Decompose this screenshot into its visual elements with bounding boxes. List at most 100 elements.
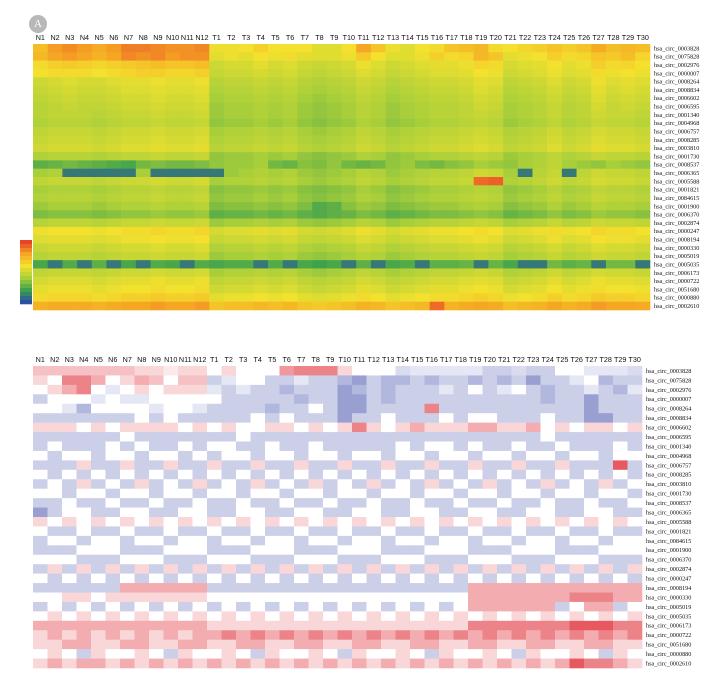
- heatmap-cell: [414, 152, 430, 161]
- heatmap-cell: [150, 160, 166, 169]
- heatmap-cell: [105, 611, 121, 622]
- heatmap-cell: [598, 507, 614, 518]
- heatmap-cell: [106, 210, 122, 219]
- heatmap-cell: [268, 168, 284, 178]
- heatmap-cell: [236, 583, 251, 593]
- heatmap-cell: [395, 460, 411, 471]
- heatmap-cell: [194, 243, 210, 253]
- heatmap-cell: [468, 384, 483, 395]
- heatmap-cell: [439, 649, 454, 659]
- heatmap-cell: [561, 118, 577, 128]
- heatmap-cell: [250, 573, 266, 584]
- heatmap-cell: [279, 460, 295, 471]
- heatmap-cell: [253, 160, 269, 169]
- heatmap-cell: [395, 554, 411, 565]
- heatmap-cell: [91, 507, 106, 518]
- heatmap-cell: [91, 384, 106, 395]
- heatmap-cell: [77, 260, 93, 269]
- heatmap-cell: [323, 620, 338, 631]
- heatmap-cell: [453, 422, 469, 433]
- heatmap-cell: [424, 450, 440, 461]
- heatmap-cell: [77, 185, 93, 194]
- heatmap-cell: [591, 293, 607, 302]
- heatmap-cell: [279, 583, 295, 593]
- heatmap-cell: [598, 564, 614, 574]
- heatmap-cell: [366, 649, 382, 659]
- heatmap-cell: [497, 403, 512, 414]
- heatmap-cell: [356, 185, 372, 194]
- heatmap-cell: [308, 649, 324, 659]
- heatmap-cell: [294, 573, 309, 584]
- heatmap-cell: [223, 235, 239, 244]
- heatmap-cell: [540, 630, 556, 640]
- heatmap-cell: [385, 193, 401, 203]
- heatmap-cell: [76, 554, 92, 565]
- heatmap-cell: [547, 68, 563, 78]
- column-label: T2: [227, 33, 235, 42]
- heatmap-cell: [253, 60, 269, 70]
- heatmap-cell: [221, 658, 237, 669]
- heatmap-cell: [47, 168, 63, 178]
- row-label: hsa_circ_0003810: [646, 481, 691, 488]
- heatmap-cell: [238, 44, 254, 53]
- heatmap-cell: [444, 168, 460, 178]
- heatmap-cell: [370, 44, 386, 53]
- heatmap-cell: [540, 394, 556, 405]
- heatmap-cell: [47, 479, 63, 489]
- heatmap-cell: [410, 573, 425, 584]
- heatmap-cell: [308, 498, 324, 508]
- heatmap-cell: [385, 52, 401, 61]
- heatmap-cell: [192, 413, 208, 423]
- heatmap-cell: [482, 517, 498, 527]
- heatmap-cell: [459, 52, 475, 61]
- heatmap-cell: [207, 611, 222, 622]
- heatmap-cell: [429, 168, 445, 178]
- heatmap-cell: [76, 583, 92, 593]
- heatmap-cell: [91, 375, 106, 386]
- heatmap-cell: [497, 573, 512, 584]
- heatmap-cell: [459, 193, 475, 203]
- heatmap-cell: [297, 118, 313, 128]
- heatmap-cell: [598, 630, 614, 640]
- heatmap-cell: [238, 301, 254, 311]
- heatmap-cell: [192, 658, 208, 669]
- heatmap-cell: [209, 285, 225, 294]
- heatmap-cell: [547, 201, 563, 211]
- heatmap-cell: [91, 193, 107, 203]
- heatmap-cell: [366, 517, 382, 527]
- heatmap-cell: [370, 160, 386, 169]
- heatmap-cell: [366, 573, 382, 584]
- heatmap-cell: [605, 52, 621, 61]
- heatmap-cell: [429, 235, 445, 244]
- heatmap-cell: [459, 93, 475, 103]
- heatmap-cell: [517, 185, 533, 194]
- heatmap-cell: [221, 450, 237, 461]
- heatmap-cell: [77, 102, 93, 111]
- heatmap-cell: [308, 611, 324, 622]
- column-label: T1: [212, 33, 220, 42]
- heatmap-cell: [282, 77, 298, 86]
- heatmap-cell: [312, 251, 328, 261]
- heatmap-cell: [497, 413, 512, 423]
- column-label: T30: [629, 355, 641, 364]
- heatmap-cell: [459, 243, 475, 253]
- heatmap-cell: [279, 488, 295, 499]
- heatmap-cell: [414, 235, 430, 244]
- heatmap-cell: [194, 168, 210, 178]
- heatmap-cell: [569, 649, 585, 659]
- heatmap-cell: [385, 285, 401, 294]
- heatmap-cell: [312, 93, 328, 103]
- heatmap-cell: [635, 235, 651, 244]
- heatmap-cell: [297, 218, 313, 228]
- heatmap-cell: [297, 276, 313, 286]
- heatmap-cell: [561, 93, 577, 103]
- heatmap-cell: [279, 535, 295, 546]
- heatmap-cell: [584, 422, 599, 433]
- heatmap-cell: [511, 535, 527, 546]
- heatmap-cell: [385, 201, 401, 211]
- heatmap-cell: [341, 226, 357, 236]
- heatmap-cell: [381, 545, 396, 556]
- heatmap-cell: [356, 68, 372, 78]
- heatmap-cell: [150, 293, 166, 302]
- heatmap-cell: [150, 118, 166, 128]
